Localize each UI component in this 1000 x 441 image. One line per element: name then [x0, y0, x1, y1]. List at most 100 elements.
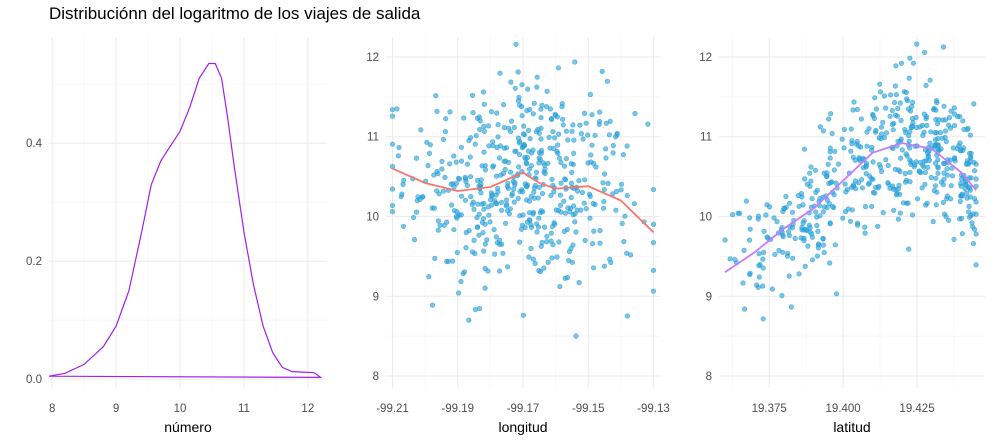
scatter-point	[435, 171, 441, 177]
scatter-point	[650, 267, 657, 274]
scatter-point	[538, 243, 544, 249]
scatter-point	[870, 176, 876, 182]
scatter-point	[812, 167, 819, 173]
scatter-point	[827, 155, 833, 161]
scatter-point	[512, 148, 518, 154]
scatter-point	[732, 257, 738, 263]
scatter-point	[971, 168, 978, 174]
scatter-point	[955, 114, 961, 120]
scatter-point	[472, 307, 479, 313]
scatter-point	[893, 91, 900, 98]
scatter-point	[906, 75, 912, 81]
scatter-point	[899, 147, 905, 153]
scatter-point	[519, 82, 525, 88]
scatter-point	[569, 169, 575, 176]
scatter-point	[498, 172, 504, 178]
scatter-point	[477, 126, 483, 133]
scatter-point	[842, 209, 849, 215]
latitude-scatter-panel: 19.375 19.400 19.425 8 9 10 11 12 latitud	[699, 37, 985, 435]
scatter-point	[549, 255, 555, 261]
scatter-point	[942, 117, 949, 123]
scatter-point	[847, 218, 854, 224]
scatter-point	[868, 147, 875, 153]
scatter-point	[946, 114, 953, 121]
scatter-point	[760, 316, 766, 322]
scatter-point	[933, 107, 939, 113]
scatter-point	[439, 166, 445, 172]
scatter-point	[910, 60, 917, 66]
y-tick-label: 12	[699, 52, 712, 64]
scatter-point	[905, 200, 911, 206]
scatter-point	[740, 280, 746, 286]
scatter-point	[552, 221, 558, 227]
scatter-point	[968, 154, 974, 160]
scatter-point	[561, 163, 568, 169]
scatter-point	[396, 144, 402, 151]
scatter-point	[463, 179, 469, 185]
scatter-point	[458, 278, 464, 285]
scatter-point	[389, 107, 396, 113]
scatter-point	[561, 198, 567, 204]
scatter-point	[862, 204, 869, 210]
scatter-point	[530, 111, 536, 117]
scatter-point	[562, 176, 568, 182]
scatter-point	[804, 181, 811, 187]
scatter-point	[881, 93, 888, 99]
scatter-point	[454, 209, 460, 215]
scatter-point	[458, 193, 465, 199]
scatter-point	[484, 237, 490, 243]
scatter-point	[760, 283, 766, 289]
scatter-point	[432, 255, 438, 262]
scatter-point	[610, 143, 616, 149]
scatter-point	[426, 274, 432, 280]
scatter-point	[926, 157, 933, 163]
scatter-point	[859, 185, 866, 191]
scatter-point	[887, 92, 894, 98]
scatter-point	[940, 44, 947, 50]
scatter-point	[968, 175, 974, 181]
x-tick-label: -99.19	[441, 403, 474, 415]
scatter-point	[535, 126, 541, 132]
scatter-point	[938, 146, 944, 152]
scatter-point	[448, 181, 454, 187]
scatter-point	[878, 124, 885, 130]
scatter-point	[533, 169, 540, 175]
scatter-point	[563, 156, 569, 162]
scatter-point	[495, 189, 501, 195]
scatter-point	[589, 241, 596, 247]
scatter-point	[516, 239, 523, 245]
x-tick-label: 19.375	[752, 403, 787, 415]
scatter-point	[827, 260, 833, 266]
scatter-point	[900, 200, 907, 206]
scatter-point	[850, 107, 856, 113]
scatter-point	[817, 124, 823, 130]
scatter-point	[471, 206, 477, 212]
y-tick-label: 9	[706, 291, 712, 303]
scatter-point	[895, 105, 901, 112]
scatter-point	[970, 241, 977, 247]
scatter-point	[466, 228, 472, 234]
scatter-point	[883, 157, 889, 163]
scatter-point	[592, 132, 598, 138]
scatter-point	[873, 127, 879, 133]
scatter-point	[618, 181, 625, 187]
scatter-point	[472, 141, 478, 147]
scatter-point	[548, 238, 554, 244]
scatter-point	[589, 112, 595, 118]
scatter-point	[471, 237, 477, 243]
scatter-point	[848, 148, 854, 154]
scatter-point	[557, 283, 563, 290]
scatter-point	[814, 222, 820, 229]
scatter-point	[828, 180, 834, 186]
scatter-point	[515, 69, 521, 75]
scatter-point	[894, 113, 901, 119]
scatter-point	[565, 205, 571, 211]
scatter-point	[536, 268, 542, 274]
scatter-point	[650, 240, 657, 246]
scatter-point	[613, 188, 620, 194]
scatter-point	[476, 211, 482, 217]
scatter-point	[519, 189, 526, 195]
scatter-point	[480, 230, 486, 236]
y-tick-label: 0.4	[26, 138, 43, 150]
scatter-point	[538, 115, 544, 121]
